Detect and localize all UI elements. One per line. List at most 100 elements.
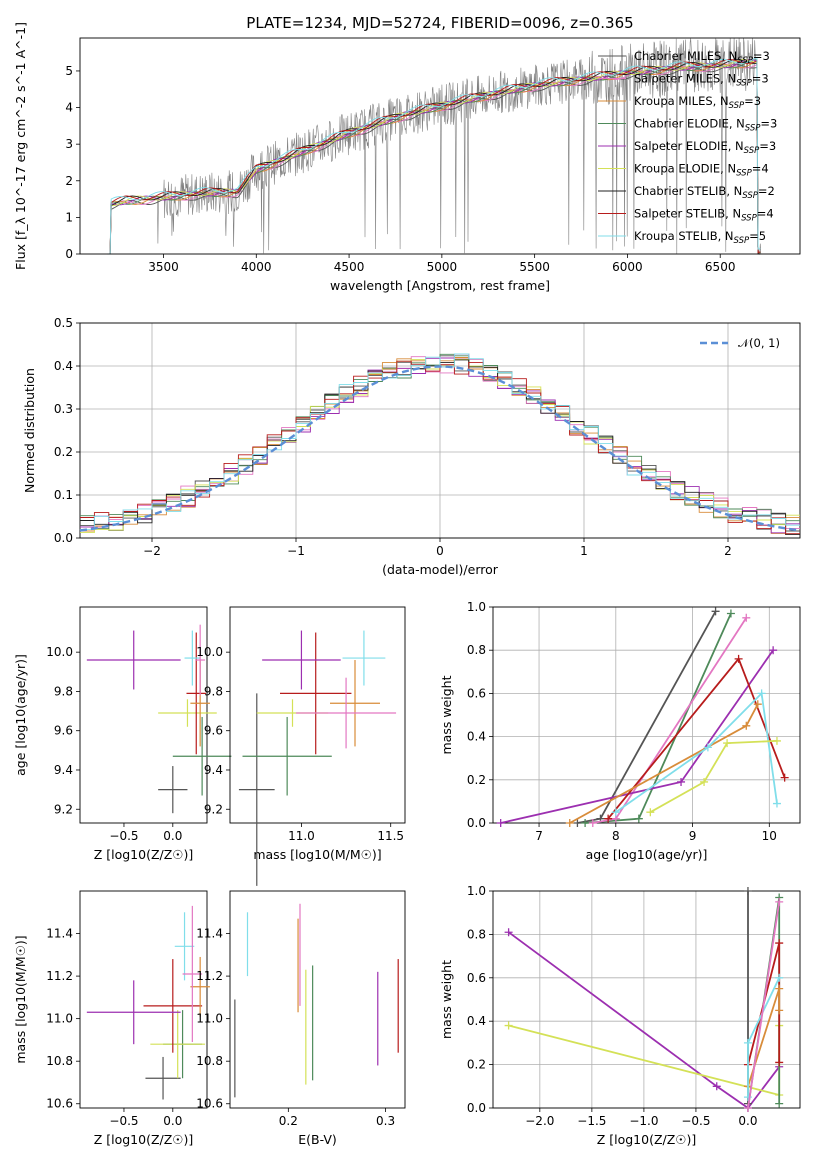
model-spectrum (107, 59, 761, 255)
weight-marker (775, 1058, 784, 1067)
x-tick-label: −2 (143, 544, 161, 558)
legend-label-text: Chabrier STELIB, N (634, 184, 742, 198)
y-tick-label: 9.2 (54, 802, 73, 816)
axes-frame (492, 606, 801, 824)
weight-marker (775, 1099, 784, 1108)
y-axis-label: mass [log10(M/M☉)] (13, 935, 28, 1063)
x-tick-label: 4500 (334, 260, 365, 274)
weight-marker (611, 808, 620, 817)
legend-label: Salpeter STELIB, NSSP=4 (634, 207, 774, 224)
weight-line (585, 613, 732, 824)
y-tick-label: 1.0 (467, 600, 486, 614)
histogram-series (80, 360, 800, 535)
weight-marker (743, 1038, 752, 1047)
weight-marker (711, 607, 720, 616)
legend-label-text: Salpeter MILES, N (634, 72, 736, 86)
y-tick-label: 9.6 (54, 724, 73, 738)
legend-label-subscript: SSP (736, 79, 752, 89)
age-vs-metallicity-panel: −0.5 0.0 9.2 9.4 9.6 9.8 10.0 Z [log10(Z/Z☉)] ag… (13, 606, 232, 862)
legend-label-subscript: SSP (734, 236, 750, 246)
x-tick-label: 4000 (241, 260, 272, 274)
y-tick-label: 0.8 (467, 643, 486, 657)
y-tick-label: 10.6 (46, 1097, 73, 1111)
weight-marker (734, 654, 743, 663)
axes-frame (79, 37, 801, 255)
x-tick-label: −0.5 (109, 829, 138, 843)
legend-label-value: =4 (752, 162, 769, 176)
model-spectrum (107, 56, 761, 255)
x-tick-label: 0.0 (738, 1114, 757, 1128)
weight-marker (753, 700, 762, 709)
weight-marker (743, 1093, 752, 1102)
legend-label-value: =5 (749, 229, 766, 243)
legend-label-subscript: SSP (745, 124, 761, 134)
legend-label-subscript: SSP (729, 101, 745, 111)
model-spectrum (107, 59, 761, 255)
axes-frame (79, 890, 208, 1109)
legend-label-value: =3 (752, 72, 769, 86)
weight-marker (496, 819, 505, 827)
axes-frame (492, 890, 801, 1109)
mass-vs-metallicity-panel: −0.5 0.0 10.6 10.8 11.0 11.2 11.4 Z [log10(Z/Z☉… (13, 890, 210, 1147)
x-axis-label: wavelength [Angstrom, rest frame] (330, 278, 550, 293)
x-tick-label: 0 (436, 544, 444, 558)
x-tick-label: 10 (762, 829, 777, 843)
y-tick-label: 11.4 (196, 927, 223, 941)
normal-legend-label: 𝒩(0, 1) (738, 336, 780, 350)
x-tick-label: 0.3 (376, 1114, 395, 1128)
weight-line (747, 901, 781, 1109)
x-axis-label: Z [log10(Z/Z☉)] (94, 847, 194, 862)
y-tick-label: 11.2 (46, 969, 73, 983)
x-axis-label: (data-model)/error (382, 562, 499, 577)
weight-line (615, 691, 778, 813)
y-tick-label: 11.0 (46, 1012, 73, 1026)
y-tick-label: 10.8 (196, 1054, 223, 1068)
figure-title: PLATE=1234, MJD=52724, FIBERID=0096, z=0… (246, 14, 633, 32)
y-tick-label: 10.0 (46, 645, 73, 659)
y-tick-label: 3 (65, 137, 73, 151)
y-tick-label: 11.2 (196, 969, 223, 983)
histogram-series (80, 356, 800, 529)
weight-marker (646, 808, 655, 817)
x-tick-label: 6500 (705, 260, 736, 274)
weight-marker (703, 743, 712, 752)
normal-curve (79, 365, 801, 532)
legend-label-subscript: SSP (742, 191, 758, 201)
y-tick-label: 5 (65, 64, 73, 78)
legend-label-text: Kroupa ELODIE, N (634, 162, 736, 176)
y-tick-label: 1.0 (467, 884, 486, 898)
weight-line (508, 931, 780, 1110)
weight-marker (581, 819, 590, 827)
x-tick-label: 8 (612, 829, 620, 843)
weight-marker (775, 939, 784, 948)
y-axis-label: Normed distribution (22, 368, 37, 493)
weight-marker (723, 739, 732, 748)
spectrum-panel: 3500 4000 4500 5000 5500 6000 6500 0 1 2 3 4 5 wavele… (13, 22, 801, 293)
y-tick-label: 2 (65, 174, 73, 188)
legend-label: Chabrier ELODIE, NSSP=3 (634, 117, 777, 134)
mass-vs-ebv-panel: 0.2 0.3 10.6 10.8 11.0 11.2 11.4 E(B-V) (196, 890, 406, 1147)
x-tick-label: 11.5 (377, 829, 404, 843)
y-tick-label: 11.0 (196, 1012, 223, 1026)
panels: 3500 4000 4500 5000 5500 6000 6500 0 1 2 3 4 5 wavele… (13, 22, 801, 1147)
y-tick-label: 10.0 (196, 645, 223, 659)
y-tick-label: 0.5 (54, 316, 73, 330)
x-tick-label: 0.0 (163, 829, 182, 843)
weight-marker (742, 721, 751, 730)
x-axis-label: Z [log10(Z/Z☉)] (94, 1132, 194, 1147)
legend-label-subscript: SSP (736, 169, 752, 179)
weight-marker (634, 814, 643, 823)
weight-marker (775, 897, 784, 906)
weight-marker (772, 736, 781, 745)
legend-label-value: =3 (744, 94, 761, 108)
y-tick-label: 9.8 (204, 684, 223, 698)
y-tick-label: 11.4 (46, 927, 73, 941)
legend-label: Chabrier MILES, NSSP=3 (634, 49, 770, 66)
y-tick-label: 0.3 (54, 402, 73, 416)
legend-label-value: =4 (757, 207, 774, 221)
legend-label-value: =3 (753, 49, 770, 63)
y-tick-label: 0 (65, 247, 73, 261)
legend-label-value: =3 (759, 139, 776, 153)
x-axis-label: E(B-V) (298, 1132, 337, 1147)
